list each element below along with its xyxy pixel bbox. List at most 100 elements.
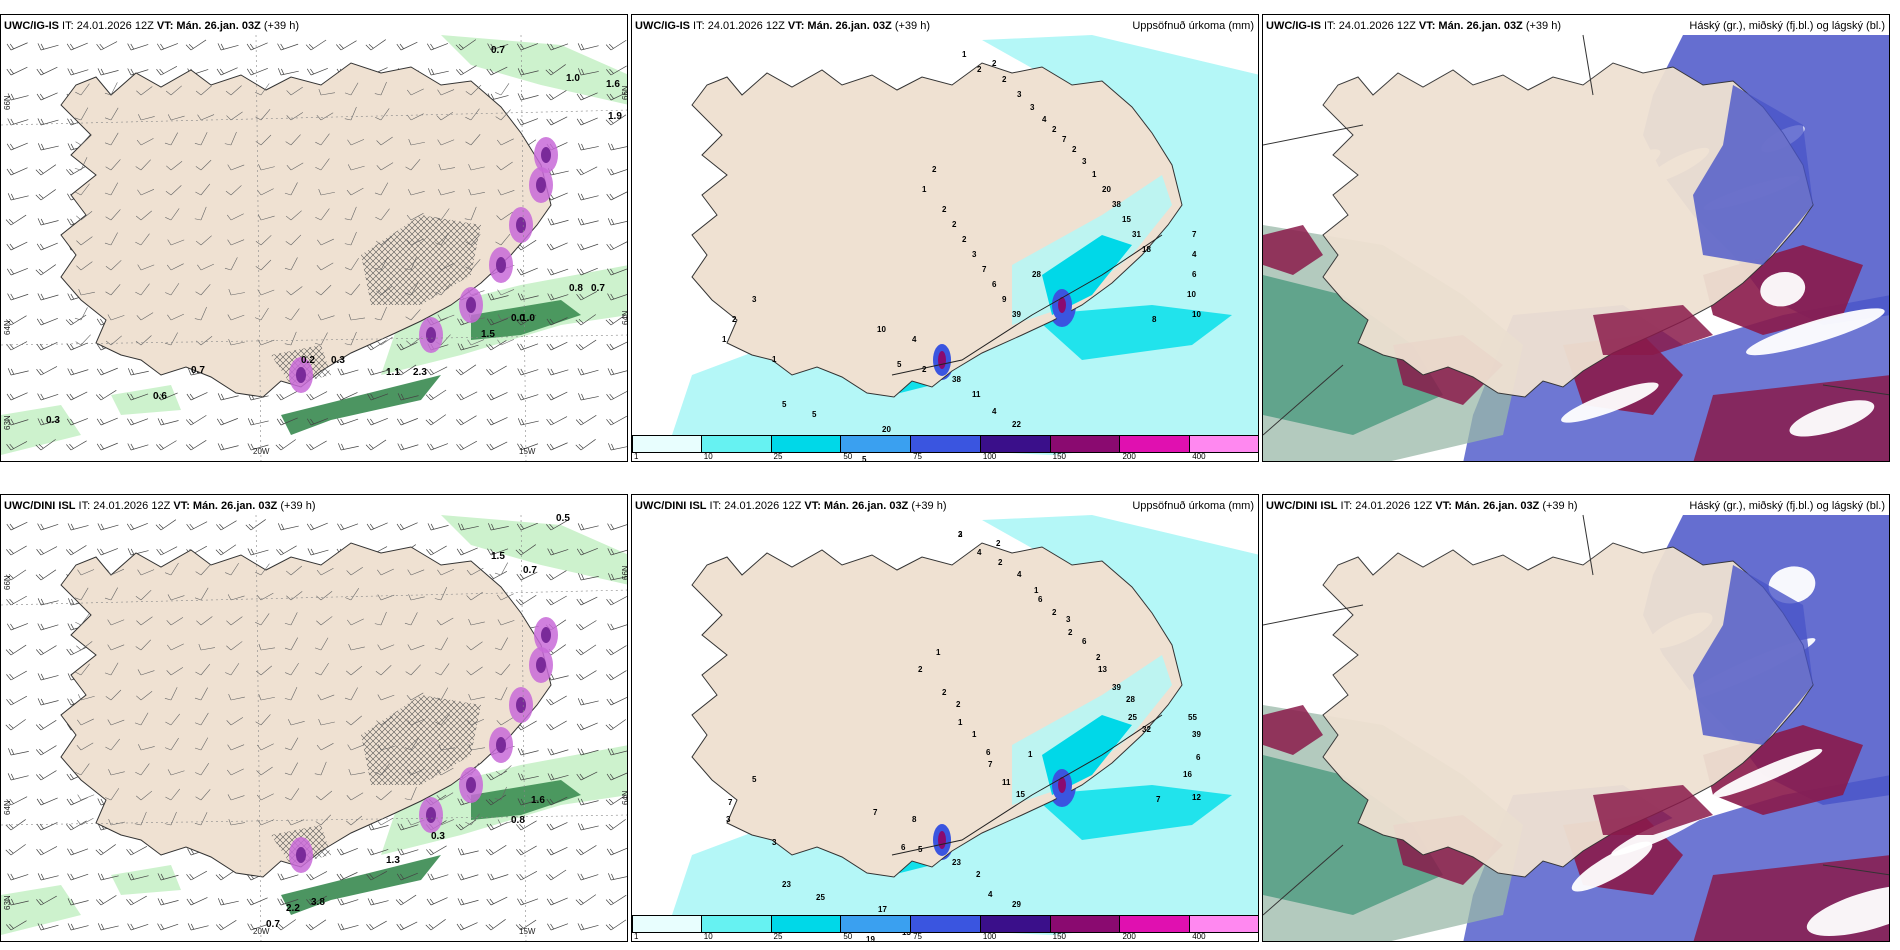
legend-swatch	[911, 915, 981, 933]
wind-barb	[255, 108, 271, 121]
wind-barb	[127, 43, 149, 51]
wind-barb	[458, 523, 479, 531]
wind-barb	[97, 923, 119, 931]
wind-barb	[575, 439, 596, 451]
value-label: 28	[1126, 695, 1135, 704]
value-label: 6	[986, 748, 991, 757]
wind-barb	[75, 83, 90, 96]
wind-area-dark	[281, 375, 441, 435]
value-label: 23	[782, 880, 791, 889]
wind-barb	[36, 242, 58, 251]
wind-barb	[135, 335, 152, 346]
wind-barb	[546, 822, 568, 831]
value-label: 3	[972, 250, 977, 259]
wind-barb	[337, 523, 359, 531]
wind-barb	[407, 569, 425, 576]
wind-barb	[606, 191, 627, 201]
wind-barb	[286, 86, 303, 96]
wind-barb	[36, 317, 58, 326]
wind-barb	[277, 523, 299, 531]
legend-swatch	[632, 915, 702, 933]
value-label: 31	[1132, 230, 1141, 239]
panel-header: UWC/IG-IS IT: 24.01.2026 12Z VT: Mán. 26…	[1266, 18, 1885, 34]
wind-barb	[138, 114, 155, 121]
wind-barb	[194, 587, 209, 601]
wind-barb	[255, 235, 272, 246]
wind-barb	[517, 343, 539, 351]
value-label: 2	[992, 59, 997, 68]
wind-barb	[74, 587, 89, 601]
wind-barb	[185, 39, 207, 51]
wind-barb	[256, 592, 274, 601]
wind-barb	[7, 773, 29, 781]
legend-tick-label: 75	[913, 452, 923, 461]
wind-barb	[96, 417, 118, 426]
wind-barb	[97, 68, 119, 76]
value-label: 39	[1192, 730, 1201, 739]
wind-barb	[494, 786, 507, 801]
wind-barb	[344, 331, 357, 346]
magenta-core	[536, 177, 546, 193]
wind-barb	[577, 218, 599, 226]
precip-area-100-150	[938, 831, 946, 849]
wind-barb	[187, 923, 209, 931]
wind-barb	[104, 107, 119, 121]
wind-barb	[466, 591, 483, 601]
wind-barb	[547, 748, 569, 756]
wind-barb	[347, 744, 365, 751]
wind-barb	[65, 314, 87, 326]
wind-barb	[426, 845, 447, 856]
panel-header: UWC/DINI ISL IT: 24.01.2026 12Z VT: Mán.…	[1266, 498, 1885, 514]
wind-barb	[346, 566, 363, 576]
wind-barb	[496, 593, 514, 601]
wind-barb	[75, 183, 90, 196]
wind-barb	[105, 209, 121, 221]
wind-barb	[76, 742, 94, 751]
wind-barb	[605, 919, 627, 931]
wind-barb	[5, 719, 26, 731]
wind-barb	[545, 570, 567, 581]
model-name: UWC/IG-IS	[1266, 20, 1321, 32]
value-label: 1	[936, 648, 941, 657]
wind-barb	[306, 871, 328, 881]
legend-swatch	[701, 915, 772, 933]
wind-barb	[226, 111, 243, 121]
wind-barb	[468, 694, 485, 701]
wind-barb	[576, 596, 598, 606]
wind-barb	[136, 616, 153, 626]
wind-barb	[434, 637, 449, 651]
value-label: 0.7	[523, 565, 537, 576]
wind-barb	[366, 417, 388, 426]
wind-barb	[156, 43, 179, 51]
wind-barb	[376, 136, 393, 146]
wind-barb	[195, 564, 211, 576]
wind-barb	[74, 107, 89, 121]
wind-barb	[318, 719, 335, 726]
wind-barb	[547, 218, 569, 226]
wind-barb	[255, 613, 270, 626]
wind-barb	[607, 218, 627, 226]
wind-barb	[287, 719, 305, 726]
wind-barb	[77, 569, 95, 576]
wind-barb	[156, 66, 178, 76]
wind-barb	[76, 641, 93, 651]
wind-barb	[605, 894, 627, 906]
wind-barb	[374, 81, 387, 96]
wind-barb	[578, 143, 599, 151]
wind-barb	[227, 164, 245, 171]
wind-barb	[76, 817, 94, 826]
value-label: 2	[958, 530, 963, 539]
wind-barb	[455, 364, 477, 376]
wind-barb	[315, 208, 330, 221]
value-label: 1	[972, 730, 977, 739]
wind-barb	[547, 43, 569, 51]
wind-barb	[66, 342, 88, 351]
wind-barb	[247, 548, 269, 556]
wind-barb	[336, 847, 358, 856]
wind-barb	[494, 637, 509, 651]
wind-barb	[547, 293, 569, 301]
wind-barb	[426, 545, 447, 556]
wind-barb	[305, 919, 327, 931]
wind-barb	[285, 788, 300, 801]
value-label: 1	[1028, 750, 1033, 759]
